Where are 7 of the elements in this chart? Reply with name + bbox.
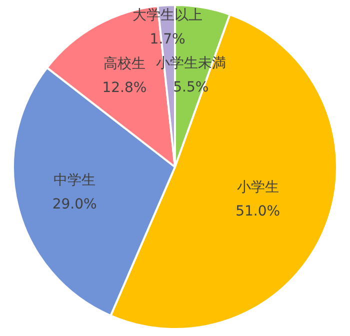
data-label: 1.7% bbox=[150, 32, 186, 48]
data-label: 29.0% bbox=[52, 196, 97, 212]
data-label: 12.8% bbox=[102, 80, 147, 96]
data-label: 51.0% bbox=[236, 203, 280, 220]
slice-label: 小学生 bbox=[236, 179, 279, 196]
slice-label: 高校生 bbox=[103, 56, 146, 72]
slice-label: 中学生 bbox=[54, 172, 96, 188]
